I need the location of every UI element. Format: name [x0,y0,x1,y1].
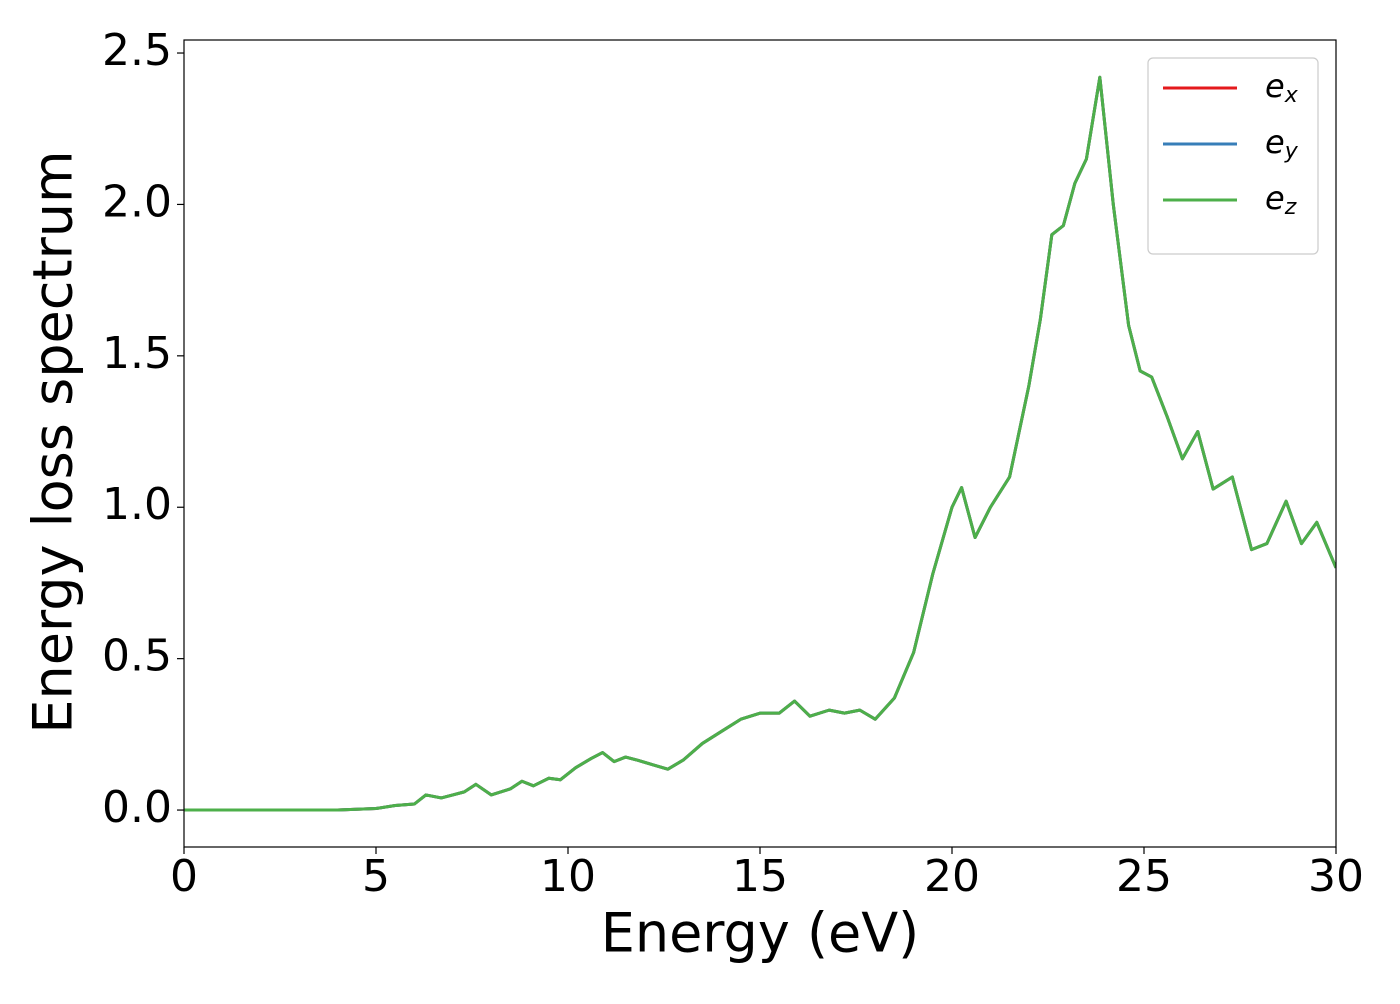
y-tick-label: 0.0 [102,782,172,833]
x-tick-label: 25 [1116,851,1172,902]
y-tick-label: 2.0 [102,176,172,227]
y-axis-title: Energy loss spectrum [22,150,85,733]
legend-label: ey [1265,123,1299,164]
legend-box [1147,57,1319,255]
x-tick-label: 0 [170,851,198,902]
legend-label: ex [1265,67,1299,108]
x-tick-label: 30 [1308,851,1364,902]
x-tick-label: 20 [924,851,980,902]
x-axis-title: Energy (eV) [601,902,920,965]
y-tick-label: 1.5 [102,328,172,379]
legend-label: ez [1265,179,1297,220]
series-line [184,75,1336,812]
x-tick-label: 5 [362,851,390,902]
x-tick-label: 10 [540,851,596,902]
y-tick-label: 0.5 [102,631,172,682]
plot-frame [183,39,1337,848]
x-tick-label: 15 [732,851,788,902]
y-tick-label: 1.0 [102,479,172,530]
y-tick-label: 2.5 [102,25,172,76]
